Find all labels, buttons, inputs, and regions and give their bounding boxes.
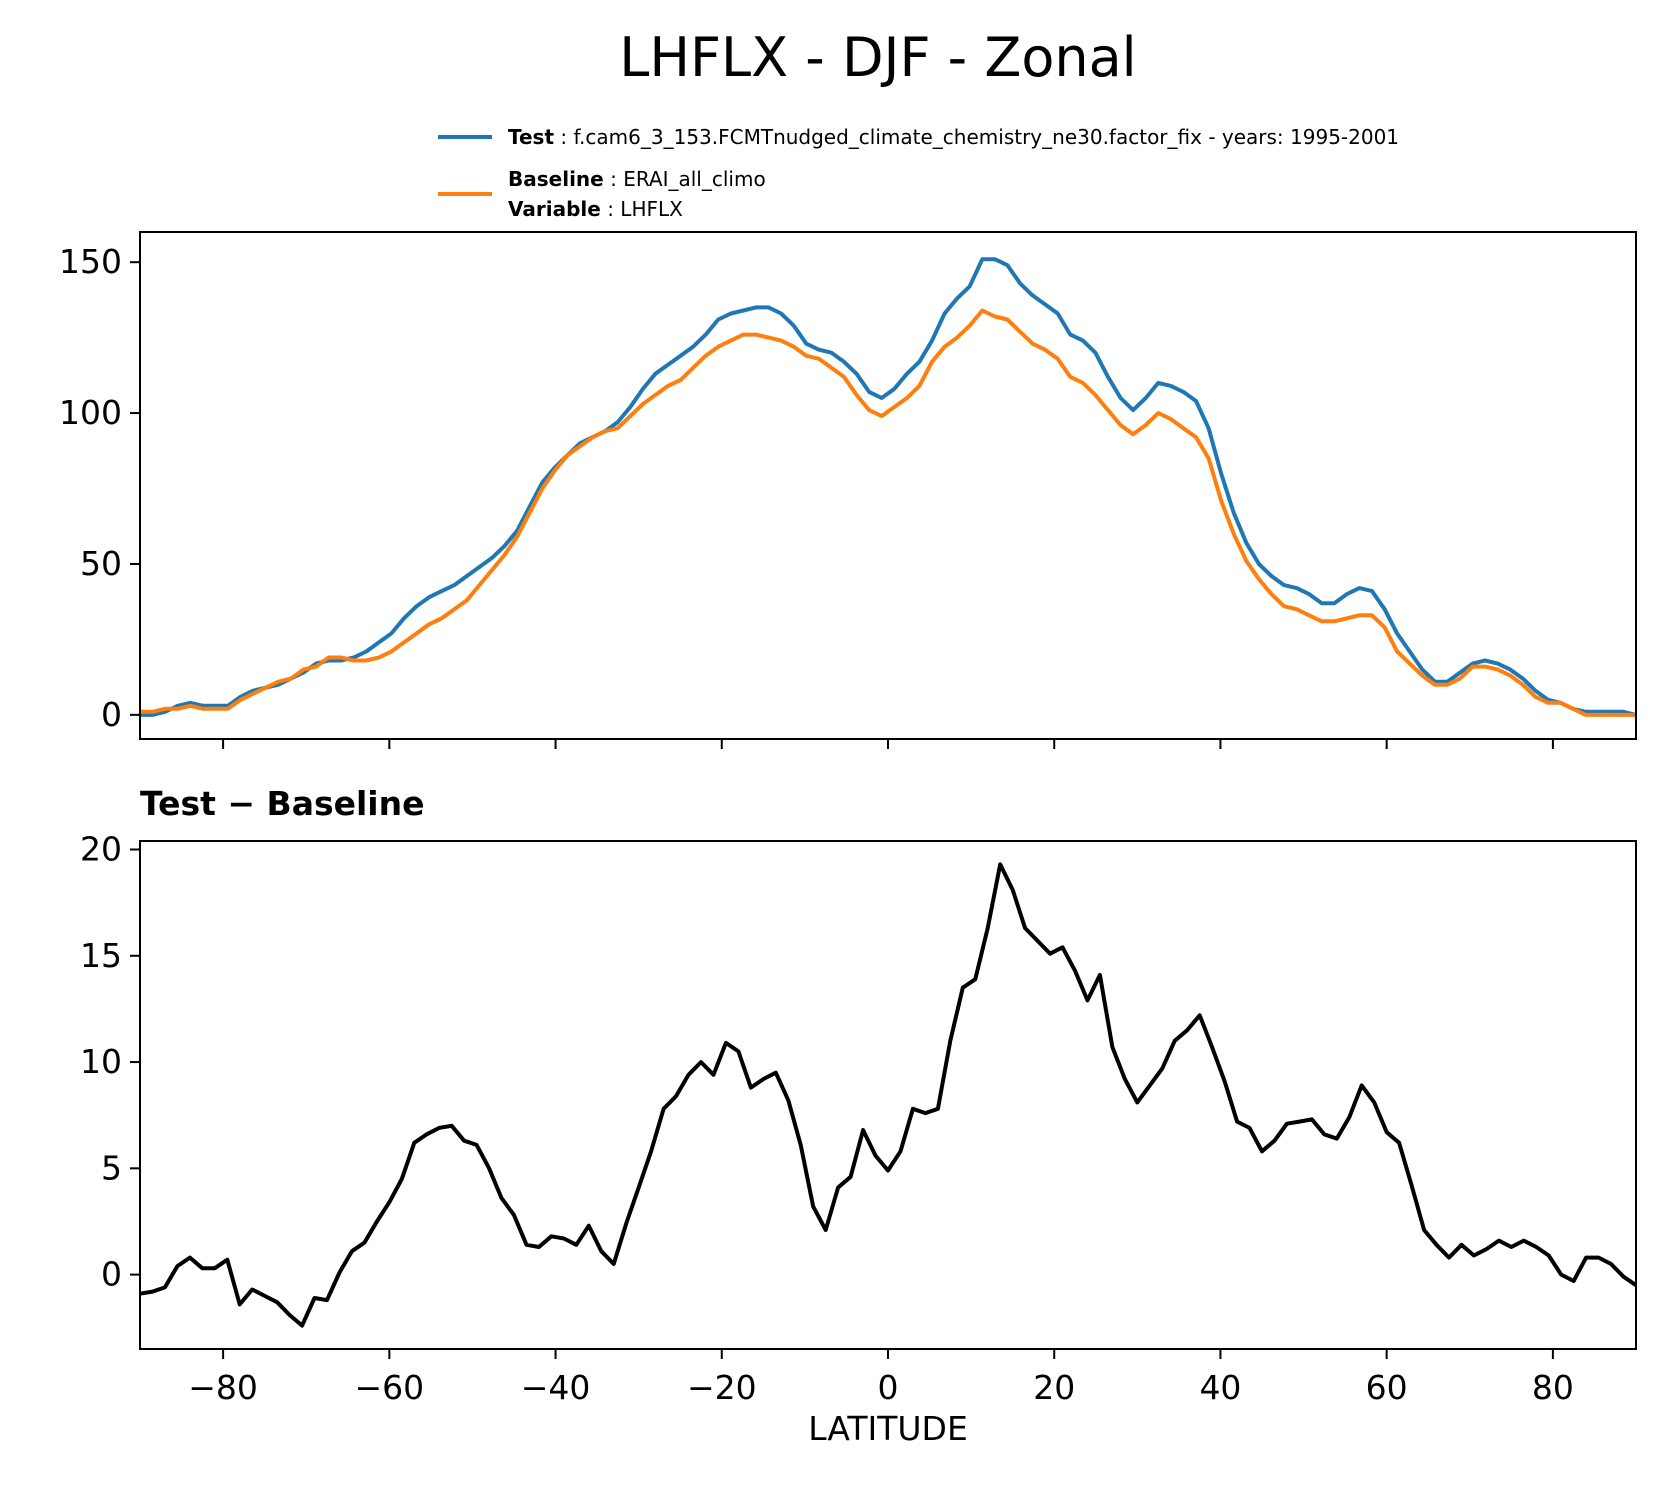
bottom-series-lines — [139, 862, 1638, 1328]
legend-variable-value: LHFLX — [620, 197, 683, 221]
bottom-ytick-label: 15 — [80, 936, 122, 975]
top-ytick-label: 0 — [101, 695, 122, 734]
top-ytick-label: 50 — [80, 544, 122, 583]
x-axis: −80 −60 −40 −20 0 20 40 60 80 — [188, 1349, 1574, 1407]
xtick-label: 0 — [878, 1368, 899, 1407]
xtick-label: −40 — [521, 1368, 591, 1407]
xtick-label: 20 — [1033, 1368, 1075, 1407]
legend-baseline-text: Baseline : ERAI_all_climo — [508, 167, 766, 191]
xtick-label: −60 — [355, 1368, 425, 1407]
bottom-ytick-label: 20 — [80, 830, 122, 869]
bottom-ytick-label: 10 — [80, 1042, 122, 1081]
top-x-axis-ticks — [222, 739, 1554, 749]
xtick-label: 80 — [1532, 1368, 1574, 1407]
xtick-label: −20 — [687, 1368, 757, 1407]
legend-variable-key: Variable — [508, 197, 601, 221]
legend-test-text: Test : f.cam6_3_153.FCMTnudged_climate_c… — [508, 125, 1399, 149]
diff-series-line — [139, 862, 1638, 1328]
legend-baseline-sep: : — [604, 167, 623, 191]
bottom-ytick-label: 0 — [101, 1255, 122, 1294]
bottom-plot-frame — [139, 840, 1637, 1350]
bottom-y-axis: 0 5 10 15 20 — [80, 830, 140, 1294]
bottom-panel: 0 5 10 15 20 −80 −60 −40 −20 0 20 40 60 80 — [80, 830, 1638, 1407]
xtick-label: −80 — [188, 1368, 258, 1407]
baseline-series-line — [140, 308, 1636, 717]
top-ytick-label: 150 — [59, 242, 122, 281]
bottom-ytick-label: 5 — [101, 1148, 122, 1187]
legend: Test : f.cam6_3_153.FCMTnudged_climate_c… — [438, 125, 1399, 221]
chart-title: LHFLX - DJF - Zonal — [619, 26, 1136, 89]
top-panel: 0 50 100 150 — [59, 231, 1637, 749]
legend-baseline-value: ERAI_all_climo — [623, 167, 766, 191]
top-y-axis: 0 50 100 150 — [59, 242, 140, 734]
legend-variable-text: Variable : LHFLX — [508, 197, 683, 221]
xtick-label: 60 — [1366, 1368, 1408, 1407]
top-plot-frame — [139, 231, 1637, 740]
legend-baseline-key: Baseline — [508, 167, 604, 191]
legend-test-value: f.cam6_3_153.FCMTnudged_climate_chemistr… — [573, 125, 1399, 149]
top-series-lines — [140, 257, 1637, 717]
xtick-label: 40 — [1199, 1368, 1241, 1407]
bottom-panel-title: Test − Baseline — [140, 784, 425, 823]
legend-test-sep: : — [554, 125, 573, 149]
x-axis-label: LATITUDE — [808, 1409, 968, 1448]
legend-test-key: Test — [508, 125, 554, 149]
top-ytick-label: 100 — [59, 393, 122, 432]
test-series-line — [140, 257, 1637, 717]
legend-variable-sep: : — [601, 197, 620, 221]
